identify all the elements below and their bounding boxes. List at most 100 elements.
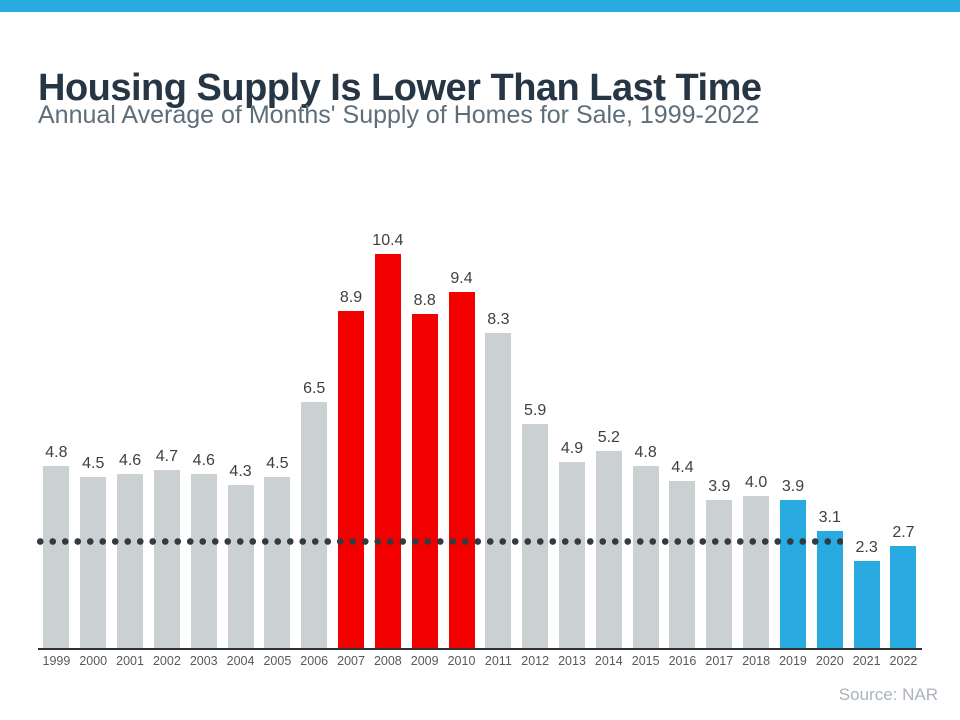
bar-column-2013: 4.9 [554,228,591,648]
bar-value-label: 5.9 [524,402,547,419]
x-axis-labels: 1999 2000 2001 2002 2003 2004 2005 2006 2007 2008… [38,654,922,668]
bar-2018 [743,496,770,648]
year-label-2011: 2011 [484,654,512,668]
bar-value-label: 4.7 [155,448,179,465]
bar-value-label: 4.3 [229,463,252,480]
bar-column-2000: 4.5 [75,228,112,648]
bar-value-label: 3.1 [818,509,841,526]
bar-value-label: 8.9 [339,289,363,306]
bar-2011 [485,333,512,648]
year-label-2008: 2008 [373,654,402,668]
year-label-2022: 2022 [889,654,918,668]
bar-column-2015: 4.8 [627,228,664,648]
page-subtitle: Annual Average of Months' Supply of Home… [38,101,760,129]
bar-1999 [43,466,70,648]
bar-column-2014: 5.2 [590,228,627,648]
bar-column-2021: 2.3 [848,228,885,648]
bar-2008 [374,254,401,648]
bar-2004 [227,485,254,648]
bar-column-2009: 8.8 [406,228,443,648]
year-label-2003: 2003 [189,654,218,668]
x-axis-line [38,648,922,650]
year-label-2004: 2004 [226,654,255,668]
bar-column-2018: 4.0 [738,228,775,648]
bar-column-2022: 2.7 [885,228,922,648]
year-label-2001: 2001 [116,654,144,668]
bar-column-2017: 3.9 [701,228,738,648]
year-label-2010: 2010 [447,654,476,668]
bar-2003 [190,474,217,648]
year-label-2013: 2013 [558,654,586,668]
year-label-2015: 2015 [631,654,660,668]
bar-value-label: 4.8 [45,444,68,461]
bar-column-2016: 4.4 [664,228,701,648]
bar-value-label: 4.4 [671,459,694,476]
year-label-2002: 2002 [152,654,181,668]
bar-column-2008: 10.4 [369,228,406,648]
year-label-2009: 2009 [410,654,439,668]
bar-column-2003: 4.6 [185,228,222,648]
bar-2013 [559,462,585,648]
bar-2006 [301,402,328,648]
bar-2021 [853,561,880,648]
bar-column-2010: 9.4 [443,228,480,648]
bar-value-label: 3.9 [781,478,805,495]
bar-2000 [80,477,107,648]
bar-value-label: 8.8 [413,292,436,309]
page-title: Housing Supply Is Lower Than Last Time [38,67,762,110]
bar-value-label: 4.0 [745,474,768,491]
bar-column-2002: 4.7 [148,228,185,648]
year-label-2006: 2006 [300,654,329,668]
year-label-1999: 1999 [42,654,71,668]
bar-2007 [338,311,365,648]
bar-column-2011: 8.3 [480,228,517,648]
bar-2022 [890,546,917,648]
bar-2015 [632,466,659,648]
bar-value-label: 4.5 [82,455,105,472]
bar-value-label: 9.4 [450,270,473,287]
bar-2002 [153,470,180,648]
year-label-2014: 2014 [594,654,623,668]
year-label-2018: 2018 [742,654,771,668]
bar-2017 [706,500,733,648]
year-label-2019: 2019 [779,654,807,668]
year-label-2016: 2016 [668,654,697,668]
bar-chart: 4.8 4.5 4.6 4.7 4.6 4.3 4.5 6.5 8.9 10.4 8.8 9.4 8.3… [34,228,922,668]
bar-value-label: 4.6 [118,452,142,469]
year-label-2017: 2017 [705,654,734,668]
bar-2012 [522,424,549,648]
bar-2020 [816,531,843,648]
bar-column-2006: 6.5 [296,228,333,648]
year-label-2000: 2000 [79,654,108,668]
bar-value-label: 6.5 [303,380,326,397]
bar-2019 [779,500,806,648]
year-label-2007: 2007 [337,654,365,668]
bar-column-2012: 5.9 [517,228,554,648]
bar-column-2001: 4.6 [112,228,149,648]
bar-columns: 4.8 4.5 4.6 4.7 4.6 4.3 4.5 6.5 8.9 10.4 8.8 9.4 8.3… [38,228,922,648]
bar-2005 [264,477,291,648]
source-note: Source: NAR [838,685,938,704]
bar-value-label: 2.3 [855,539,878,556]
bar-value-label: 4.6 [192,452,215,469]
bar-2009 [411,314,438,648]
bar-2010 [448,292,475,648]
bar-column-1999: 4.8 [38,228,75,648]
bar-column-2020: 3.1 [811,228,848,648]
bar-value-label: 5.2 [597,429,620,446]
bar-value-label: 4.8 [634,444,657,461]
year-label-2020: 2020 [815,654,844,668]
bar-column-2004: 4.3 [222,228,259,648]
bar-2014 [595,451,622,648]
bar-value-label: 10.4 [372,232,404,249]
bar-value-label: 4.9 [560,440,584,457]
year-label-2005: 2005 [263,654,292,668]
bar-column-2019: 3.9 [775,228,812,648]
bar-2016 [669,481,696,648]
year-label-2012: 2012 [521,654,550,668]
bar-value-label: 4.5 [266,455,289,472]
bar-column-2007: 8.9 [333,228,370,648]
year-label-2021: 2021 [852,654,881,668]
bar-value-label: 8.3 [487,311,510,328]
accent-strip [0,0,960,12]
